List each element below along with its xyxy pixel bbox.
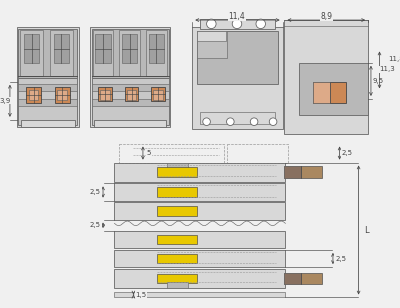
Circle shape	[269, 118, 277, 125]
Text: 3,9: 3,9	[0, 98, 11, 104]
Text: L: L	[364, 225, 368, 234]
Bar	[18, 84, 77, 91]
Bar	[284, 166, 322, 178]
Bar	[197, 31, 278, 84]
Bar	[18, 78, 77, 125]
Bar	[114, 292, 286, 298]
Circle shape	[232, 19, 242, 29]
Text: 9,5: 9,5	[373, 78, 384, 84]
Bar	[26, 87, 41, 103]
Bar	[313, 82, 346, 103]
Bar	[20, 30, 43, 76]
Bar	[152, 87, 165, 101]
Bar	[54, 34, 69, 63]
Bar	[24, 34, 39, 63]
Bar	[90, 27, 170, 128]
Bar	[167, 163, 188, 168]
Bar	[94, 120, 166, 128]
Text: 2,5: 2,5	[90, 189, 101, 195]
Bar	[197, 31, 226, 41]
Text: 11,4: 11,4	[229, 12, 245, 21]
Bar	[200, 19, 275, 29]
Bar	[92, 84, 168, 91]
Text: 11,8: 11,8	[388, 56, 400, 62]
Bar	[114, 202, 286, 220]
Bar	[119, 144, 224, 163]
Bar	[127, 90, 136, 100]
Bar	[54, 87, 70, 103]
Bar	[284, 166, 301, 178]
Bar	[157, 235, 197, 244]
Bar	[98, 87, 112, 101]
Bar	[313, 82, 330, 103]
Circle shape	[203, 118, 210, 125]
Text: 2,5: 2,5	[90, 222, 101, 228]
Circle shape	[206, 19, 216, 29]
Circle shape	[256, 19, 266, 29]
Bar	[157, 206, 197, 216]
Text: 11,3: 11,3	[379, 67, 395, 72]
Bar	[167, 282, 188, 288]
Circle shape	[250, 118, 258, 125]
Bar	[119, 30, 140, 76]
Bar	[157, 187, 197, 197]
Bar	[58, 90, 67, 100]
Bar	[96, 34, 111, 63]
Text: 1,5: 1,5	[136, 292, 146, 298]
Bar	[16, 27, 79, 128]
Bar	[157, 254, 197, 263]
Bar	[149, 34, 164, 63]
Bar	[299, 63, 368, 115]
Bar	[157, 167, 197, 177]
Bar	[92, 99, 168, 107]
Bar	[153, 90, 163, 100]
Bar	[100, 90, 110, 100]
Bar	[125, 87, 138, 101]
Bar	[92, 78, 168, 125]
Text: 5: 5	[146, 150, 151, 156]
Bar	[284, 20, 368, 134]
Bar	[92, 30, 114, 76]
Bar	[200, 112, 275, 124]
Bar	[197, 31, 228, 58]
Bar	[21, 120, 74, 128]
Bar	[284, 273, 301, 284]
Bar	[192, 27, 282, 129]
Bar	[29, 90, 38, 100]
Bar	[114, 163, 286, 181]
Text: 2,5: 2,5	[342, 150, 353, 156]
Text: 8,9: 8,9	[320, 12, 332, 21]
Bar	[122, 34, 137, 63]
Circle shape	[226, 118, 234, 125]
Bar	[50, 30, 73, 76]
Bar	[284, 273, 322, 284]
Bar	[18, 99, 77, 107]
Bar	[114, 184, 286, 201]
Bar	[114, 250, 286, 267]
Bar	[114, 269, 286, 288]
Bar	[146, 30, 167, 76]
Bar	[18, 29, 77, 78]
Bar	[92, 29, 168, 78]
Bar	[226, 144, 288, 163]
Text: 2,5: 2,5	[335, 256, 346, 261]
Bar	[157, 274, 197, 283]
Bar	[114, 231, 286, 248]
